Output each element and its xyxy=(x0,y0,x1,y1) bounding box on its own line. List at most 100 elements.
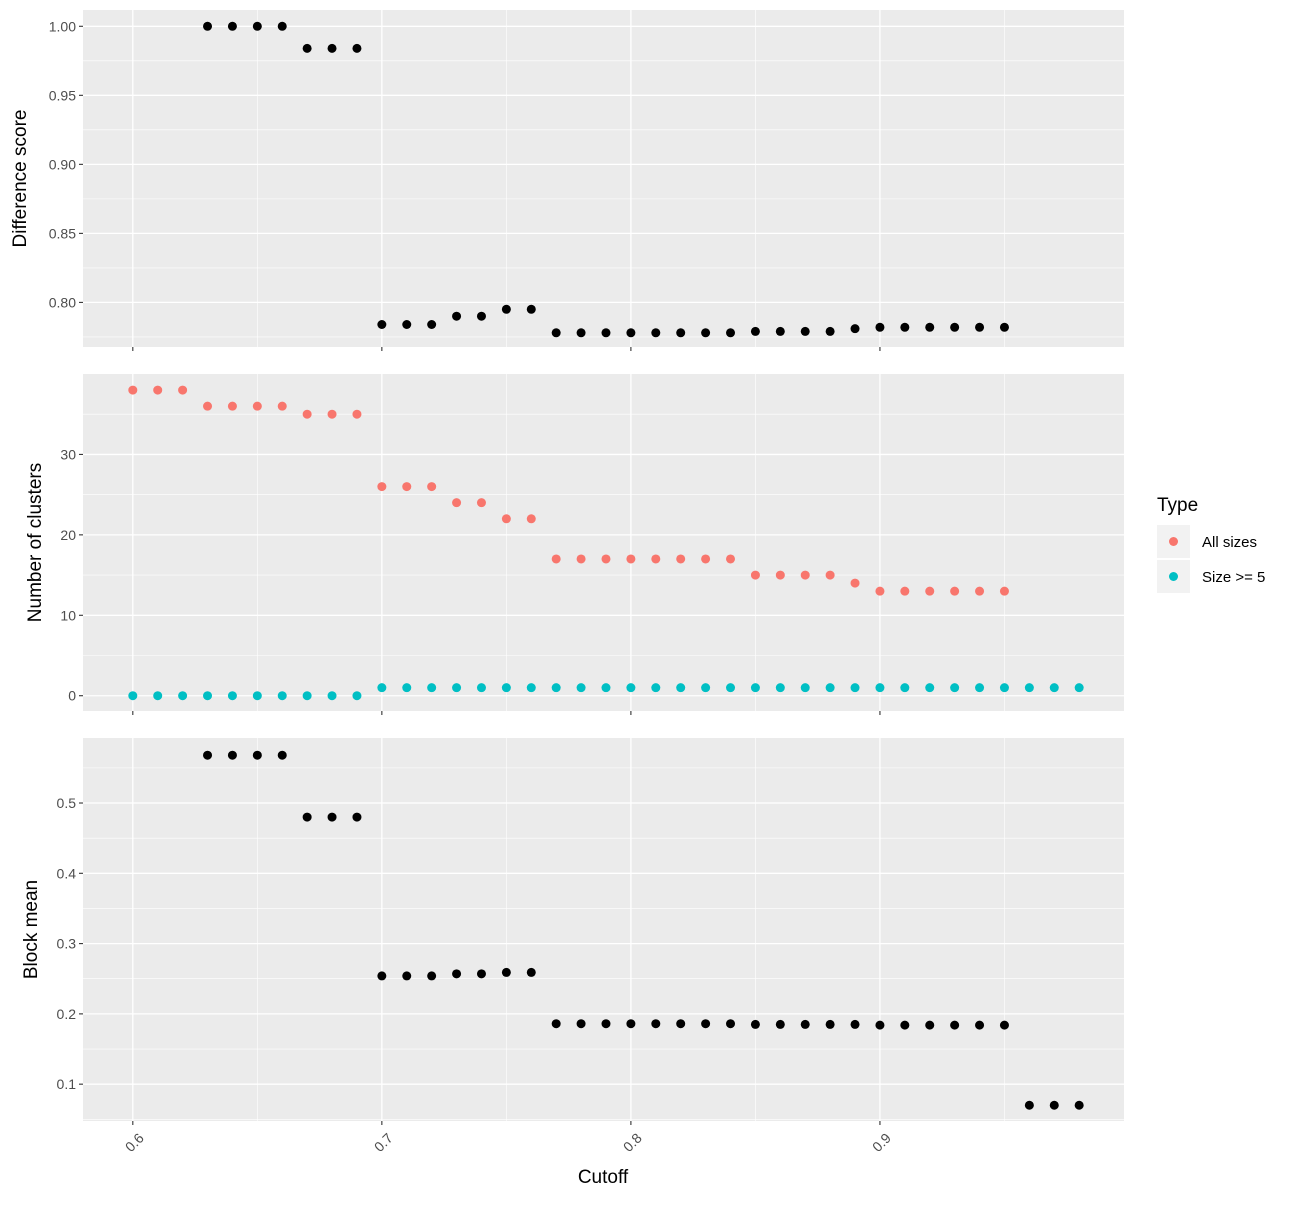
data-point xyxy=(277,401,287,411)
data-point xyxy=(526,514,536,524)
data-point xyxy=(925,586,935,596)
data-point xyxy=(327,409,337,419)
legend-title: Type xyxy=(1157,495,1198,516)
data-point xyxy=(750,683,760,693)
data-point xyxy=(576,1019,586,1029)
data-point xyxy=(975,1020,985,1030)
data-point xyxy=(626,683,636,693)
data-point xyxy=(925,1020,935,1030)
y-tick-label: 0.1 xyxy=(57,1076,77,1092)
data-point xyxy=(850,1019,860,1029)
y-axis-title: Block mean xyxy=(21,880,42,979)
data-point xyxy=(900,586,910,596)
y-tick-label: 0.85 xyxy=(49,225,76,241)
data-point xyxy=(850,324,860,334)
data-point xyxy=(775,683,785,693)
data-point xyxy=(402,683,412,693)
data-point xyxy=(726,554,736,564)
data-point xyxy=(153,385,163,395)
data-point xyxy=(476,498,486,508)
data-point xyxy=(950,586,960,596)
data-point xyxy=(277,691,287,701)
data-point xyxy=(427,683,437,693)
data-point xyxy=(950,683,960,693)
data-point xyxy=(203,691,213,701)
y-tick-label: 20 xyxy=(60,527,76,543)
data-point xyxy=(427,971,437,981)
data-point xyxy=(576,554,586,564)
data-point xyxy=(875,586,885,596)
data-point xyxy=(427,482,437,492)
data-point xyxy=(601,1019,611,1029)
data-point xyxy=(626,554,636,564)
data-point xyxy=(999,1020,1009,1030)
data-point xyxy=(726,328,736,338)
data-point xyxy=(800,683,810,693)
data-point xyxy=(277,21,287,31)
y-tick-label: 10 xyxy=(60,607,76,623)
data-point xyxy=(601,554,611,564)
data-point xyxy=(551,1019,561,1029)
legend-label-all-sizes: All sizes xyxy=(1202,534,1257,551)
data-point xyxy=(875,683,885,693)
panel-background xyxy=(83,10,1124,347)
x-axis-title: Cutoff xyxy=(578,1167,629,1188)
series-points xyxy=(203,750,1084,1110)
y-tick-label: 0.80 xyxy=(49,294,76,310)
data-point xyxy=(875,1020,885,1030)
data-point xyxy=(501,683,511,693)
legend-marker-all-sizes xyxy=(1169,537,1178,546)
panels-layer: 0.80 0.85 0.90 0.95 1.00 Difference score 0 10 2… xyxy=(10,10,1124,1155)
data-point xyxy=(277,750,287,760)
data-point xyxy=(252,691,262,701)
series-all-sizes xyxy=(128,385,1009,596)
data-point xyxy=(1074,683,1084,693)
data-point xyxy=(377,482,387,492)
data-point xyxy=(651,328,661,338)
data-point xyxy=(526,683,536,693)
legend-label-size-ge-5: Size >= 5 xyxy=(1202,569,1265,586)
data-point xyxy=(950,1020,960,1030)
data-point xyxy=(975,683,985,693)
data-point xyxy=(676,554,686,564)
y-tick-label: 1.00 xyxy=(49,18,76,34)
data-point xyxy=(526,967,536,977)
y-tick-label: 0.95 xyxy=(49,87,76,103)
panel-1: 0.80 0.85 0.90 0.95 1.00 Difference score xyxy=(10,10,1124,351)
data-point xyxy=(750,326,760,336)
y-tick-label: 0.3 xyxy=(57,936,77,952)
data-point xyxy=(850,683,860,693)
data-point xyxy=(252,750,262,760)
data-point xyxy=(925,322,935,332)
data-point xyxy=(377,319,387,329)
y-axis-title: Number of clusters xyxy=(25,463,46,622)
data-point xyxy=(701,1019,711,1029)
data-point xyxy=(601,683,611,693)
x-tick-label: 0.9 xyxy=(869,1130,894,1155)
data-point xyxy=(576,683,586,693)
data-point xyxy=(900,683,910,693)
data-point xyxy=(1049,683,1059,693)
data-point xyxy=(900,1020,910,1030)
y-tick-label: 0.90 xyxy=(49,156,76,172)
data-point xyxy=(1024,1100,1034,1110)
data-point xyxy=(775,570,785,580)
data-point xyxy=(452,683,462,693)
data-point xyxy=(750,570,760,580)
data-point xyxy=(178,691,188,701)
data-point xyxy=(576,328,586,338)
data-point xyxy=(327,691,337,701)
data-point xyxy=(701,554,711,564)
data-point xyxy=(676,683,686,693)
data-point xyxy=(676,328,686,338)
data-point xyxy=(352,409,362,419)
data-point xyxy=(750,1019,760,1029)
data-point xyxy=(850,578,860,588)
series-size-5 xyxy=(128,683,1084,701)
data-point xyxy=(1024,683,1034,693)
data-point xyxy=(1074,1100,1084,1110)
data-point xyxy=(726,1019,736,1029)
data-point xyxy=(825,683,835,693)
y-tick-label: 0.2 xyxy=(57,1006,77,1022)
